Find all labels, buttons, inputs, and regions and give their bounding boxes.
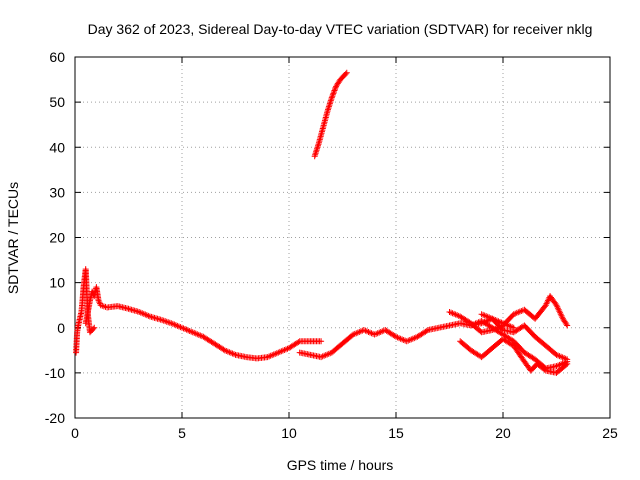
y-tick-label: 40 (49, 139, 65, 155)
y-tick-label: -20 (45, 410, 65, 426)
data-point (318, 338, 325, 345)
x-tick-label: 20 (495, 425, 511, 441)
y-axis-label: SDTVAR / TECUs (5, 182, 21, 294)
x-axis-label: GPS time / hours (287, 457, 394, 473)
y-tick-label: 10 (49, 275, 65, 291)
y-tick-label: 60 (49, 49, 65, 65)
data-point (91, 324, 98, 331)
data-point (391, 332, 398, 339)
data-point (564, 356, 571, 363)
data-point (563, 321, 570, 328)
data-point (295, 339, 302, 346)
data-point (343, 69, 350, 76)
x-tick-label: 10 (281, 425, 297, 441)
x-tick-label: 15 (388, 425, 404, 441)
grid-lines (75, 57, 610, 418)
data-point (331, 87, 338, 94)
x-tick-label: 5 (178, 425, 186, 441)
data-point (332, 84, 339, 91)
data-points (73, 69, 571, 376)
chart-title: Day 362 of 2023, Sidereal Day-to-day VTE… (88, 21, 593, 37)
data-point (220, 346, 227, 353)
data-point (423, 327, 430, 334)
y-tick-label: 50 (49, 94, 65, 110)
data-point (330, 90, 337, 97)
data-point (564, 322, 571, 329)
data-point (330, 88, 337, 95)
data-point (332, 86, 339, 93)
data-point (342, 70, 349, 77)
data-point (498, 325, 505, 332)
data-point (329, 91, 336, 98)
x-tick-label: 0 (71, 425, 79, 441)
data-point (329, 93, 336, 100)
data-point (328, 94, 335, 101)
y-tick-label: 30 (49, 184, 65, 200)
y-tick-label: 20 (49, 230, 65, 246)
axis-ticks: 0 5 10 15 20 25 -20 -10 0 10 20 30 40 50 60 (45, 49, 618, 441)
y-tick-label: 0 (57, 320, 65, 336)
data-point (90, 325, 97, 332)
x-tick-label: 25 (602, 425, 618, 441)
y-tick-label: -10 (45, 365, 65, 381)
